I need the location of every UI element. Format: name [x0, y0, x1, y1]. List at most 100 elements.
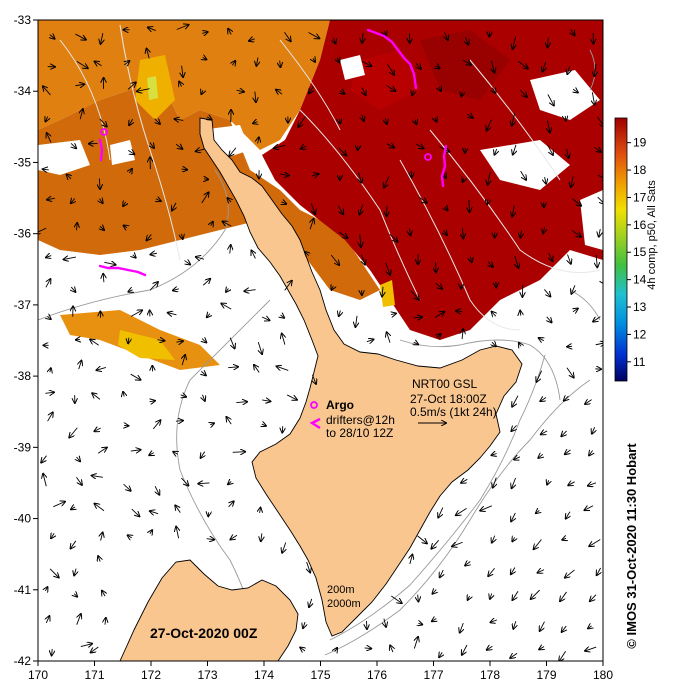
current-arrow: [571, 229, 581, 236]
current-arrow: [149, 453, 153, 456]
current-arrow: [549, 252, 553, 261]
current-arrow: [409, 228, 410, 235]
current-arrow: [46, 256, 51, 258]
current-arrow: [410, 555, 413, 565]
current-arrow: [249, 39, 255, 41]
current-arrow: [150, 142, 154, 148]
sst-colorbar: 11 12 13 14 15 16 17 18 19 4h comp, p50, All Sat…: [614, 117, 658, 382]
current-arrow: [45, 587, 47, 591]
current-arrow: [104, 262, 115, 264]
current-arrow: [181, 395, 186, 397]
current-arrow: [491, 620, 498, 622]
current-arrow: [571, 28, 575, 35]
current-arrow: [168, 313, 177, 315]
current-arrow: [585, 647, 597, 651]
current-arrow: [67, 174, 71, 178]
current-arrow: [277, 366, 289, 371]
current-arrow: [207, 314, 210, 318]
current-arrow: [226, 417, 231, 425]
current-arrow: [391, 595, 401, 603]
current-arrow: [226, 289, 228, 292]
current-arrow: [512, 395, 519, 407]
current-arrow: [261, 533, 262, 541]
current-arrow: [50, 368, 51, 372]
current-arrow: [487, 646, 493, 650]
current-arrow: [128, 150, 134, 154]
x-tick-label: 171: [84, 668, 104, 682]
colorbar-title: 4h comp, p50, All Sats: [646, 180, 658, 290]
current-arrow: [281, 202, 286, 204]
current-arrow: [588, 626, 592, 629]
current-arrow: [564, 396, 569, 401]
current-arrow: [545, 177, 546, 184]
current-arrow: [129, 118, 133, 125]
current-arrow: [97, 448, 107, 454]
current-arrow: [43, 169, 49, 170]
current-arrow: [201, 451, 205, 458]
current-arrow: [99, 118, 107, 127]
current-arrow: [150, 530, 152, 534]
current-arrow: [547, 144, 553, 155]
x-tick-label: 180: [593, 668, 613, 682]
current-arrow: [202, 339, 206, 343]
drifter-tracks: [98, 28, 448, 277]
current-arrow: [309, 86, 313, 93]
current-arrow: [46, 616, 49, 624]
current-arrow: [99, 178, 100, 188]
current-arrow: [462, 227, 463, 238]
current-arrow: [513, 144, 516, 155]
current-arrow: [461, 479, 468, 483]
current-arrow: [438, 507, 444, 518]
current-arrow: [172, 202, 176, 211]
current-arrow: [382, 286, 383, 297]
colorbar-tick-label: 11: [633, 355, 646, 369]
depth-2000-label: 2000m: [327, 598, 361, 610]
current-arrow: [445, 207, 448, 211]
current-arrow: [255, 91, 256, 103]
current-arrow: [432, 619, 436, 622]
current-arrow: [175, 144, 182, 149]
current-arrow: [465, 37, 468, 44]
current-arrow: [103, 274, 104, 283]
current-arrow: [71, 143, 76, 148]
current-arrow: [487, 119, 492, 131]
current-arrow: [339, 310, 341, 317]
x-tick-label: 176: [367, 668, 387, 682]
current-arrow: [211, 222, 213, 226]
y-tick-label: -36: [14, 227, 32, 241]
current-arrow: [80, 644, 92, 647]
current-arrow: [492, 342, 496, 346]
current-arrow: [519, 343, 521, 346]
current-arrow: [462, 329, 463, 340]
current-arrow: [228, 482, 231, 485]
current-arrow: [50, 35, 55, 39]
current-arrow: [105, 618, 106, 625]
current-arrow: [362, 32, 363, 43]
current-arrow: [282, 334, 285, 345]
current-arrow: [469, 199, 470, 212]
current-arrow: [493, 477, 497, 488]
current-arrow: [360, 234, 361, 247]
current-arrow: [229, 147, 237, 156]
current-arrow: [468, 596, 470, 600]
current-arrow: [561, 431, 566, 436]
map-axes: 170 171 172 173 174 175 176 177 178 179 180 -33 -34 -…: [14, 13, 614, 682]
current-arrow: [562, 625, 567, 632]
current-arrow: [492, 88, 495, 93]
south-island: [119, 559, 299, 661]
current-arrow: [362, 114, 364, 121]
current-arrow: [599, 228, 601, 237]
current-arrow: [256, 57, 258, 66]
current-arrow: [77, 614, 81, 625]
current-arrow: [547, 480, 549, 484]
current-arrow: [355, 315, 357, 327]
current-arrow: [201, 192, 209, 204]
current-arrow: [590, 594, 597, 601]
current-arrow: [230, 245, 231, 254]
current-arrow: [77, 457, 81, 461]
current-streamlines: [59, 24, 601, 331]
current-arrow: [384, 618, 386, 627]
current-arrow: [150, 401, 155, 402]
current-arrow: [330, 254, 339, 265]
current-arrow: [597, 196, 603, 204]
